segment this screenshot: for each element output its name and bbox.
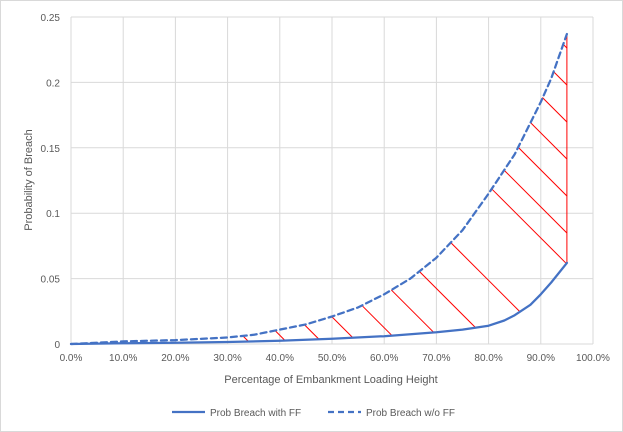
x-tick-label: 70.0% xyxy=(422,353,450,364)
x-tick-label: 10.0% xyxy=(109,353,137,364)
legend-label-without-ff: Prob Breach w/o FF xyxy=(366,408,455,419)
y-tick-label: 0.2 xyxy=(46,78,60,89)
x-tick-labels: 0.0% 10.0% 20.0% 30.0% 40.0% 50.0% 60.0% 70.0% 8… xyxy=(60,353,610,364)
x-tick-label: 30.0% xyxy=(213,353,241,364)
hatch-lines xyxy=(242,34,568,342)
legend: Prob Breach with FF Prob Breach w/o FF xyxy=(172,408,455,419)
x-tick-label: 80.0% xyxy=(474,353,502,364)
hatch-line xyxy=(331,315,354,339)
x-tick-label: 40.0% xyxy=(266,353,294,364)
hatch-line xyxy=(491,188,567,264)
hatch-line xyxy=(303,323,320,340)
y-tick-label: 0.1 xyxy=(46,209,60,220)
hatch-line xyxy=(274,330,286,341)
hatch-line xyxy=(553,71,568,86)
hatch-line xyxy=(418,270,476,329)
x-tick-label: 0.0% xyxy=(60,353,83,364)
x-tick-label: 100.0% xyxy=(576,353,610,364)
x-tick-label: 20.0% xyxy=(161,353,189,364)
hatch-line xyxy=(503,169,568,234)
series-lines xyxy=(69,32,569,346)
legend-label-with-ff: Prob Breach with FF xyxy=(210,408,301,419)
y-tick-labels: 0 0.05 0.1 0.15 0.2 0.25 xyxy=(41,13,61,351)
hatch-line xyxy=(517,146,568,197)
y-tick-label: 0 xyxy=(54,340,60,351)
y-tick-label: 0.25 xyxy=(41,13,61,24)
y-tick-label: 0.05 xyxy=(41,275,61,286)
x-tick-label: 90.0% xyxy=(527,353,555,364)
x-tick-label: 50.0% xyxy=(318,353,346,364)
series-line-with-ff xyxy=(69,261,569,346)
hatch-line xyxy=(450,241,521,313)
x-axis-title: Percentage of Embankment Loading Height xyxy=(224,374,437,386)
y-axis-title: Probability of Breach xyxy=(23,129,35,231)
y-tick-label: 0.15 xyxy=(41,144,61,155)
hatch-line xyxy=(530,122,568,160)
hatch-line xyxy=(390,289,435,333)
series-line-without-ff xyxy=(69,32,569,346)
x-tick-label: 60.0% xyxy=(370,353,398,364)
hatch-line xyxy=(361,304,393,336)
hatch-line xyxy=(542,97,568,123)
